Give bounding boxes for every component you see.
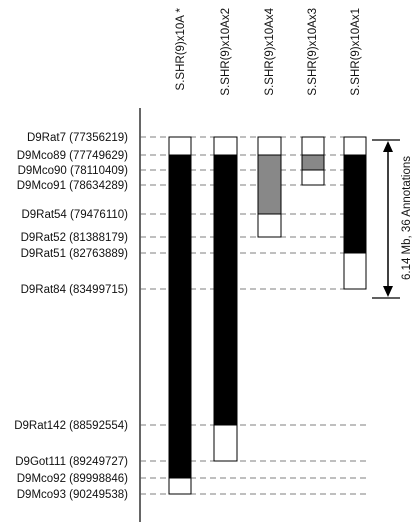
strain-label: S.SHR(9)x10Ax4 — [264, 7, 276, 95]
marker-label: D9Rat142 (88592554) — [14, 420, 128, 432]
bar-segment — [301, 136, 325, 156]
bar-segment — [168, 154, 192, 479]
bar-segment — [213, 154, 238, 426]
interval-annotation: 6.14 Mb, 36 Annotations — [401, 156, 413, 280]
bar-segment — [257, 213, 282, 238]
bar-segment — [257, 154, 282, 215]
strain-label: S.SHR(9)x10A * — [175, 7, 187, 90]
marker-label: D9Mco92 (89998846) — [17, 473, 128, 485]
marker-label: D9Mco89 (77749629) — [17, 150, 128, 162]
bar-segment — [213, 424, 238, 462]
marker-label: D9Got111 (89249727) — [15, 456, 128, 468]
marker-lines — [140, 136, 370, 495]
bar-segment — [343, 154, 367, 254]
bar-segment — [343, 136, 367, 156]
marker-label: D9Rat52 (81388179) — [21, 232, 129, 244]
interval-bracket: 6.14 Mb, 36 Annotations — [372, 139, 413, 299]
marker-label: D9Rat54 (79476110) — [21, 209, 128, 221]
marker-label: D9Mco91 (78634289) — [17, 180, 128, 192]
marker-label: D9Mco90 (78110409) — [18, 165, 129, 177]
bar-segment — [213, 136, 238, 156]
congenic-bars — [168, 136, 367, 495]
strain-label: S.SHR(9)x10Ax1 — [350, 8, 362, 96]
bar-segment — [168, 136, 192, 156]
marker-label: D9Rat84 (83499715) — [21, 284, 129, 296]
bar-segment — [343, 252, 367, 290]
bar-segment — [301, 169, 325, 186]
arrow-head — [383, 286, 393, 297]
marker-label: D9Rat51 (82763889) — [21, 248, 129, 260]
bar-segment — [168, 477, 192, 495]
marker-label: D9Rat7 (77356219) — [27, 132, 128, 144]
bar-segment — [257, 136, 282, 156]
strain-label: S.SHR(9)x10Ax2 — [220, 8, 232, 96]
marker-label: D9Mco93 (90249538) — [17, 489, 128, 501]
bar-segment — [301, 154, 325, 171]
strain-label: S.SHR(9)x10Ax3 — [307, 8, 319, 96]
arrow-head — [383, 141, 393, 152]
